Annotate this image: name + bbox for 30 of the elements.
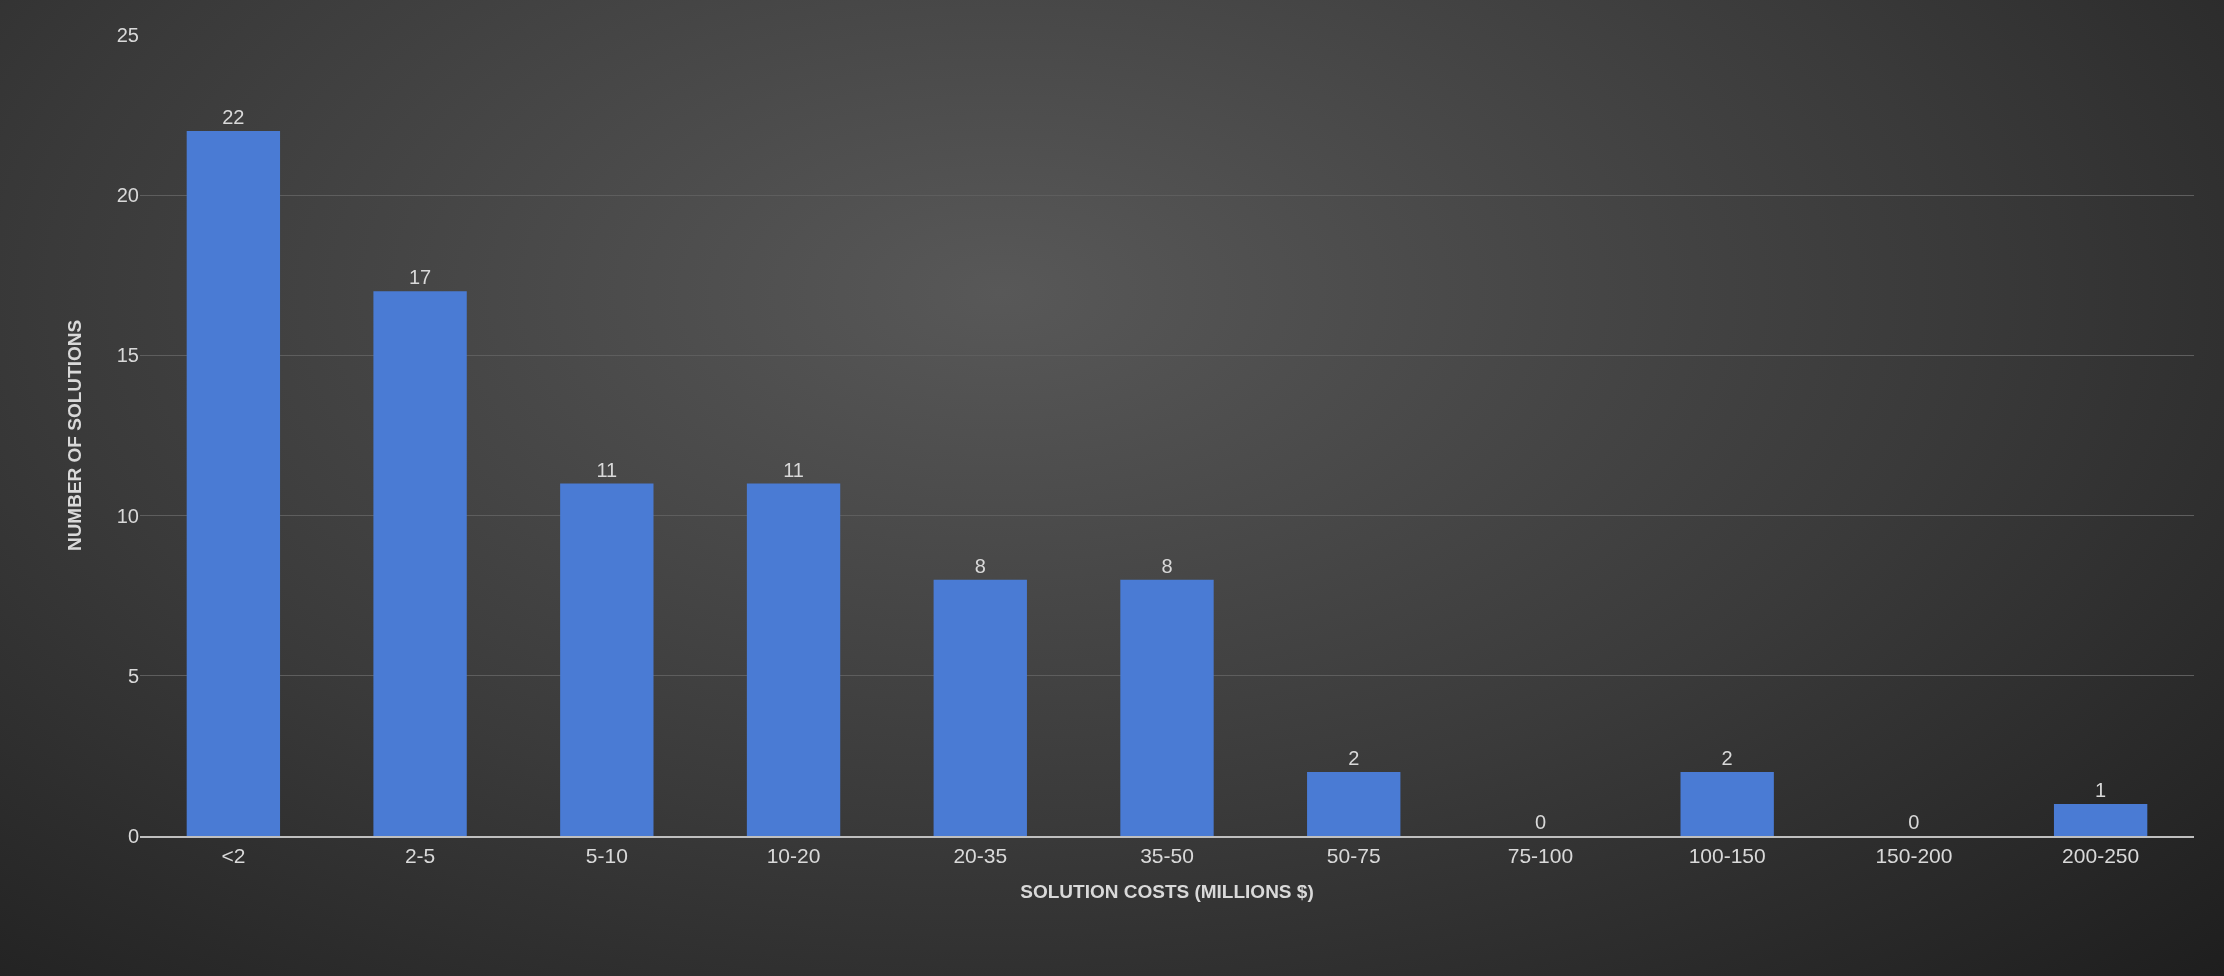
x-tick-label: <2 [221,844,246,868]
data-label: 8 [974,554,986,577]
x-tick-label: 50-75 [1326,844,1381,868]
data-label: 2 [1348,746,1360,769]
x-tick-label: 100-150 [1688,844,1766,868]
data-label: 17 [408,266,432,289]
x-tick-label: 75-100 [1507,844,1574,868]
x-tick-label: 5-10 [585,844,628,868]
data-label: 0 [1908,811,1920,833]
data-label: 11 [783,458,804,481]
y-tick-label: 0 [127,825,139,847]
x-tick-label: 35-50 [1140,844,1194,868]
data-label: 8 [1161,554,1173,577]
x-tick-label: 2-5 [404,844,436,868]
data-label: 1 [2095,778,2107,801]
y-tick-label: 15 [116,344,139,367]
x-axis-title: SOLUTION COSTS (MILLIONS $) [1020,880,1314,902]
y-tick-label: 20 [116,184,139,207]
data-label: 2 [1721,746,1733,769]
data-label: 11 [596,458,618,481]
y-tick-label: 5 [127,664,139,687]
data-label: 22 [222,106,245,129]
y-tick-label: 25 [116,24,139,46]
x-tick-label: 10-20 [766,844,821,868]
x-tick-label: 150-200 [1875,844,1953,868]
data-label: 0 [1534,811,1547,833]
x-tick-label: 200-250 [2062,844,2140,868]
y-axis-title: NUMBER OF SOLUTIONS [63,319,85,552]
x-tick-label: 20-35 [953,844,1008,868]
y-tick-label: 10 [116,504,139,527]
